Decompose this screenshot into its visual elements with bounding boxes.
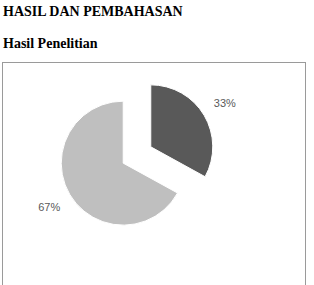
pie-slice	[151, 85, 213, 177]
subheading: Hasil Penelitian	[3, 36, 98, 52]
heading: HASIL DAN PEMBAHASAN	[3, 4, 183, 20]
pie-slice	[61, 101, 177, 225]
data-label: 67%	[38, 201, 60, 213]
data-label: 33%	[214, 97, 236, 109]
chart: 33% 67%	[0, 0, 314, 285]
